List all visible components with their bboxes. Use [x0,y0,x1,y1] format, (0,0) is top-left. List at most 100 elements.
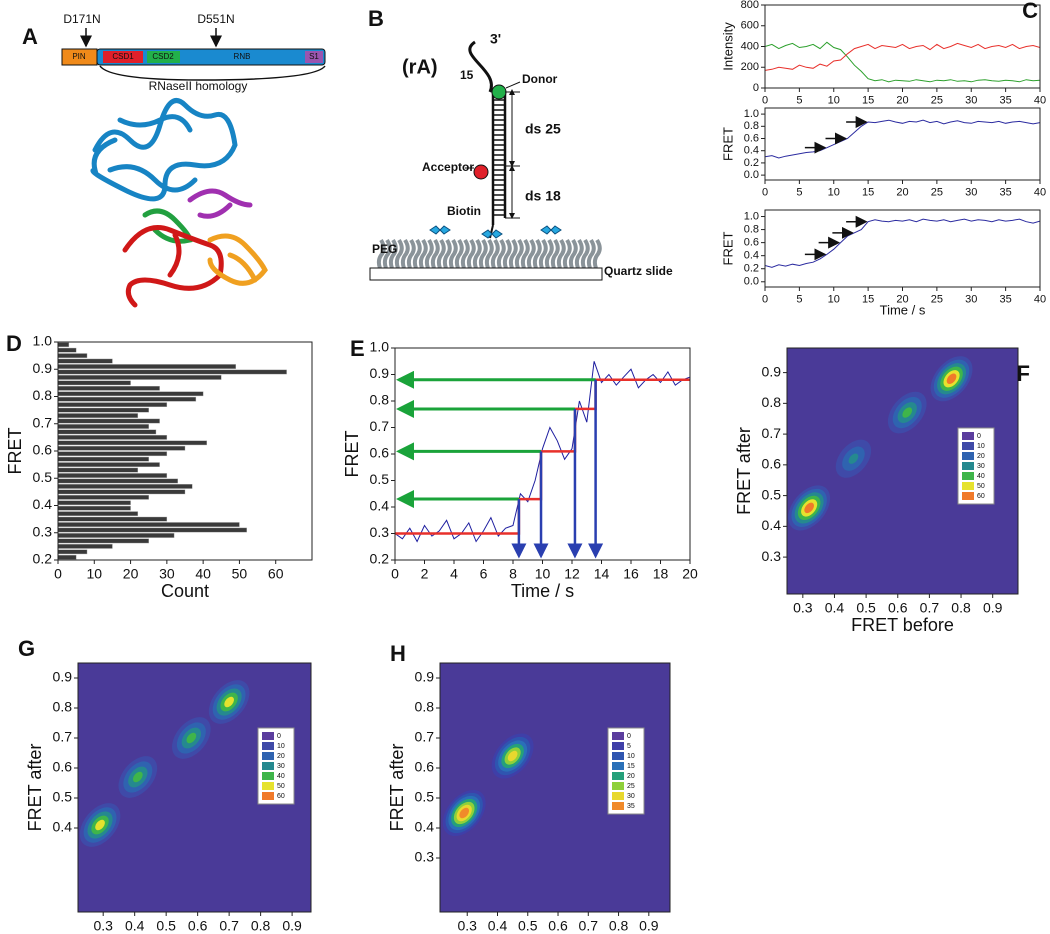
peg-chain [580,238,590,269]
peg-chain [466,238,476,269]
y-tick-label: 0.0 [744,169,759,181]
y-tick-label: 1.0 [744,210,759,222]
series-line [395,378,690,535]
peg-chain [376,238,386,269]
contour-ring [507,750,518,762]
series-line [765,41,1040,83]
x-tick-label: 5 [796,294,802,306]
legend-swatch [262,772,274,780]
contour-ring [946,373,957,384]
bar [58,484,193,489]
plot-area [765,41,1040,83]
y-tick-label: 0.3 [762,548,782,564]
slide-label: Quartz slide [604,264,673,278]
y-tick-label: 0.4 [744,145,759,157]
y-tick-label: 0.5 [33,469,53,485]
x-tick-label: 0.4 [825,600,845,616]
mutation-label: D171N [63,12,100,26]
peg-chain [418,238,428,269]
y-axis-label: FRET [720,231,735,265]
x-tick-label: 20 [896,95,908,107]
x-axis-label: FRET before [851,615,954,635]
bar [58,369,287,375]
legend-label: 0 [277,733,281,740]
bar [58,440,207,446]
bar [58,353,88,358]
bar [58,391,204,397]
x-tick-label: 0.8 [609,918,629,934]
bar [58,538,149,544]
chart-contour: 0.3 0.4 0.5 0.6 0.7 0.8 0.9 0.3 0.4 0.5 0.6 0.7 0.8 0… [734,347,1030,635]
x-tick-label: 10 [828,187,840,199]
legend-label: 20 [627,773,635,780]
legend: 0 10 20 30 40 50 60 [957,427,995,505]
y-tick-label: 200 [741,61,759,73]
x-tick-label: 0.6 [188,918,208,934]
chart-line: 0 5 10 15 20 25 30 35 40 0.00.20.40.6 0.81.0 Time /… [720,209,1046,317]
x-tick-label: 0.3 [458,918,478,934]
legend-swatch [962,442,974,450]
bar [58,358,113,364]
y-tick-label: 0.5 [415,789,435,805]
x-tick-label: 25 [931,95,943,107]
x-tick-label: 0.3 [793,600,813,616]
legend-swatch [612,782,624,790]
bar [58,533,175,538]
x-tick-label: 15 [862,294,874,306]
peg-chain [544,238,554,269]
density-peak [930,356,973,402]
y-tick-label: 0.2 [370,551,390,567]
y-tick-label: 0.8 [762,394,782,410]
peg-chain [388,238,398,269]
domain-label: S1 [309,52,319,61]
bar [58,429,157,435]
biotin-marks [429,225,562,239]
x-tick-label: 30 [965,294,977,306]
legend-label: 25 [627,783,635,790]
domain [147,51,180,63]
bar [58,489,186,495]
panel-label: D [6,331,22,356]
peg-chain [562,238,572,269]
legend-label: 60 [277,793,285,800]
peg-chain [406,238,416,269]
peg-chain [508,238,518,269]
bar [58,462,160,467]
x-tick-label: 0.6 [888,600,908,616]
y-tick-label: 0.2 [744,263,759,275]
y-tick-label: 0.4 [33,496,53,512]
y-tick-label: 0.7 [415,729,435,745]
plot-frame [439,662,671,913]
y-tick-label: 0.2 [744,157,759,169]
peg-chain [478,238,488,269]
legend-label: 30 [977,463,985,470]
x-tick-label: 35 [1000,95,1012,107]
domain [305,51,323,63]
y-tick-label: 0.7 [370,418,390,434]
peg-chain [532,238,542,269]
plot-frame [77,662,312,913]
peg-chain [514,238,524,269]
ds-label: ds 18 [525,188,561,204]
panel-label: A [22,24,38,49]
series-line [395,361,690,543]
peg-chain [454,238,464,269]
y-tick-label: 0.3 [370,524,390,540]
mutation-label: D551N [197,12,234,26]
donor-dye [491,84,507,100]
density-peak [491,733,534,779]
y-tick-label: 0.9 [762,363,782,379]
y-axis-label: FRET [342,431,362,478]
x-tick-label: 0.8 [251,918,271,934]
y-axis-label: FRET [720,127,735,161]
plot-area [765,119,1040,159]
legend-swatch [962,462,974,470]
peg-chain [412,238,422,269]
panel-label: G [18,636,35,661]
chart-line: 0 2 4 6 8 10 12 14 16 18 20 0.2 0.3 0.4 0.5 0.6 0.7 0.8 0.… [342,336,698,601]
y-tick-label: 1.0 [33,333,53,349]
y-tick-label: 1.0 [370,339,390,355]
y-axis-label: FRET after [734,427,754,515]
domain-label: CSD2 [152,52,174,61]
